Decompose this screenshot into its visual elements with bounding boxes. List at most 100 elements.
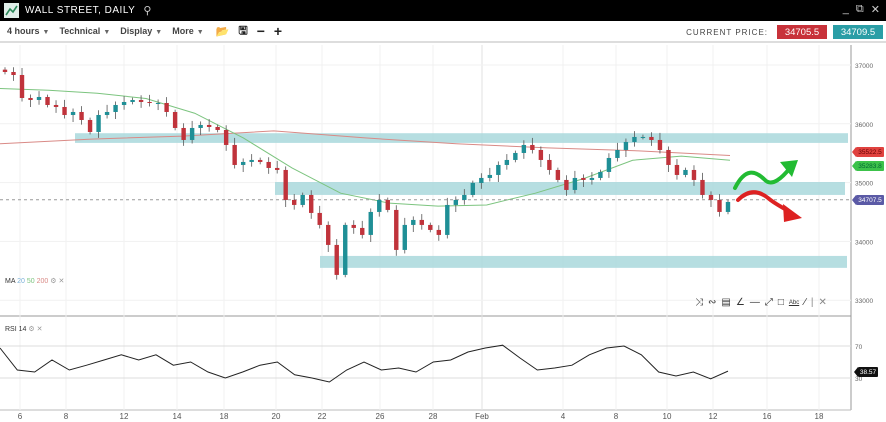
timeframe-label: 4 hours (7, 26, 40, 36)
more-dropdown[interactable]: More ▼ (172, 26, 203, 36)
candle (215, 124, 220, 133)
rectangle-tool-icon[interactable]: □ (777, 297, 784, 308)
candle (615, 142, 620, 162)
technical-dropdown[interactable]: Technical ▼ (59, 26, 110, 36)
candle (666, 146, 671, 173)
candle (411, 216, 416, 232)
vertical-line-tool-icon[interactable]: | (810, 297, 814, 308)
x-tick-label: 12 (709, 412, 718, 421)
candle-body (632, 136, 637, 142)
save-icon[interactable]: 🖫 (238, 24, 248, 37)
minimize-icon[interactable]: _ (842, 3, 849, 15)
candle (2, 67, 8, 75)
buy-price-button[interactable]: 34709.5 (833, 25, 883, 39)
candle-body (572, 177, 578, 190)
candle (283, 166, 288, 208)
candle-body (79, 111, 84, 120)
candle-body (104, 111, 110, 115)
candle-body (292, 199, 297, 205)
candle-body (419, 219, 424, 225)
candle-body (640, 136, 646, 138)
candle (198, 121, 203, 136)
candle-body (504, 159, 510, 165)
candle-body (683, 169, 688, 175)
candle (309, 190, 314, 219)
chevron-down-icon: ▼ (42, 29, 50, 36)
fibonacci-tool-icon[interactable]: ▤ (721, 297, 731, 308)
horizontal-line-tool-icon[interactable]: — (749, 297, 760, 308)
candle-body (147, 101, 152, 103)
toolbar: 4 hours ▼ Technical ▼ Display ▼ More ▼ 📂 🖫 −… (0, 21, 886, 43)
clear-tools-icon[interactable]: ✕ (818, 297, 827, 308)
zoom-out-icon[interactable]: − (256, 23, 265, 39)
support-resistance-zone (320, 255, 847, 268)
gear-icon[interactable]: ⚙ (50, 278, 57, 285)
candle-body (223, 129, 229, 145)
candle (513, 150, 518, 163)
close-icon[interactable]: ✕ (58, 278, 65, 285)
candle (36, 91, 42, 105)
candle (326, 221, 331, 252)
candle (470, 180, 476, 198)
x-tick-label: 28 (429, 412, 438, 421)
timeframe-dropdown[interactable]: 4 hours ▼ (7, 26, 49, 36)
candle (683, 167, 688, 178)
bearish-arrowhead-icon (783, 204, 802, 222)
fan-tool-icon[interactable]: ∠ (735, 297, 745, 308)
candle (717, 194, 722, 217)
x-tick-label: 12 (120, 412, 129, 421)
trend-line-tool-icon[interactable]: ⤢ (764, 297, 773, 308)
candle-body (2, 69, 8, 72)
y-tick-label: 36000 (855, 122, 873, 129)
rsi-period: 14 (18, 326, 27, 333)
candle (45, 94, 50, 108)
candle-body (462, 194, 467, 200)
display-label: Display (120, 26, 153, 36)
close-icon[interactable]: ✕ (36, 326, 43, 333)
arrow-tool-icon[interactable]: ⤨ (695, 297, 703, 308)
candle (657, 132, 663, 154)
sell-price-button[interactable]: 34705.5 (777, 25, 827, 39)
candle-body (300, 194, 305, 205)
popout-icon[interactable]: ⧉ (855, 3, 864, 15)
bullish-scenario-arrow (733, 166, 792, 190)
line-tool-icon[interactable]: ∕ (804, 297, 806, 308)
candle-body (334, 244, 339, 275)
candle (240, 158, 246, 173)
candle (360, 220, 365, 239)
candle-body (385, 199, 390, 210)
x-tick-label: 18 (220, 412, 229, 421)
candle (172, 109, 178, 131)
candle (147, 94, 152, 107)
candle-body (11, 71, 16, 75)
candle-body (555, 169, 561, 180)
candle (334, 239, 339, 280)
candle (479, 173, 484, 189)
candle-body (589, 177, 595, 180)
candle-body (487, 174, 493, 178)
search-icon[interactable]: ⚲ (143, 5, 152, 17)
close-icon[interactable]: ✕ (870, 4, 880, 16)
candle-body (266, 161, 271, 168)
candle-body (436, 229, 441, 235)
candle (445, 197, 450, 239)
candle (428, 222, 433, 233)
candle (547, 154, 552, 175)
curve-tool-icon[interactable]: ∾ (708, 297, 717, 308)
text-tool-icon[interactable]: Abc (788, 299, 800, 306)
candle (11, 67, 16, 81)
gear-icon[interactable]: ⚙ (28, 326, 35, 333)
candle-body (172, 111, 178, 128)
display-dropdown[interactable]: Display ▼ (120, 26, 162, 36)
candle-body (326, 224, 331, 245)
candle-body (674, 164, 680, 175)
zoom-in-icon[interactable]: + (273, 23, 283, 39)
folder-open-icon[interactable]: 📂 (215, 25, 230, 38)
candle (419, 214, 424, 230)
candle (368, 208, 373, 242)
more-label: More (172, 26, 194, 36)
ma20-period: 20 (17, 278, 25, 285)
y-tick-label: 37000 (855, 63, 873, 70)
candle (402, 217, 407, 254)
